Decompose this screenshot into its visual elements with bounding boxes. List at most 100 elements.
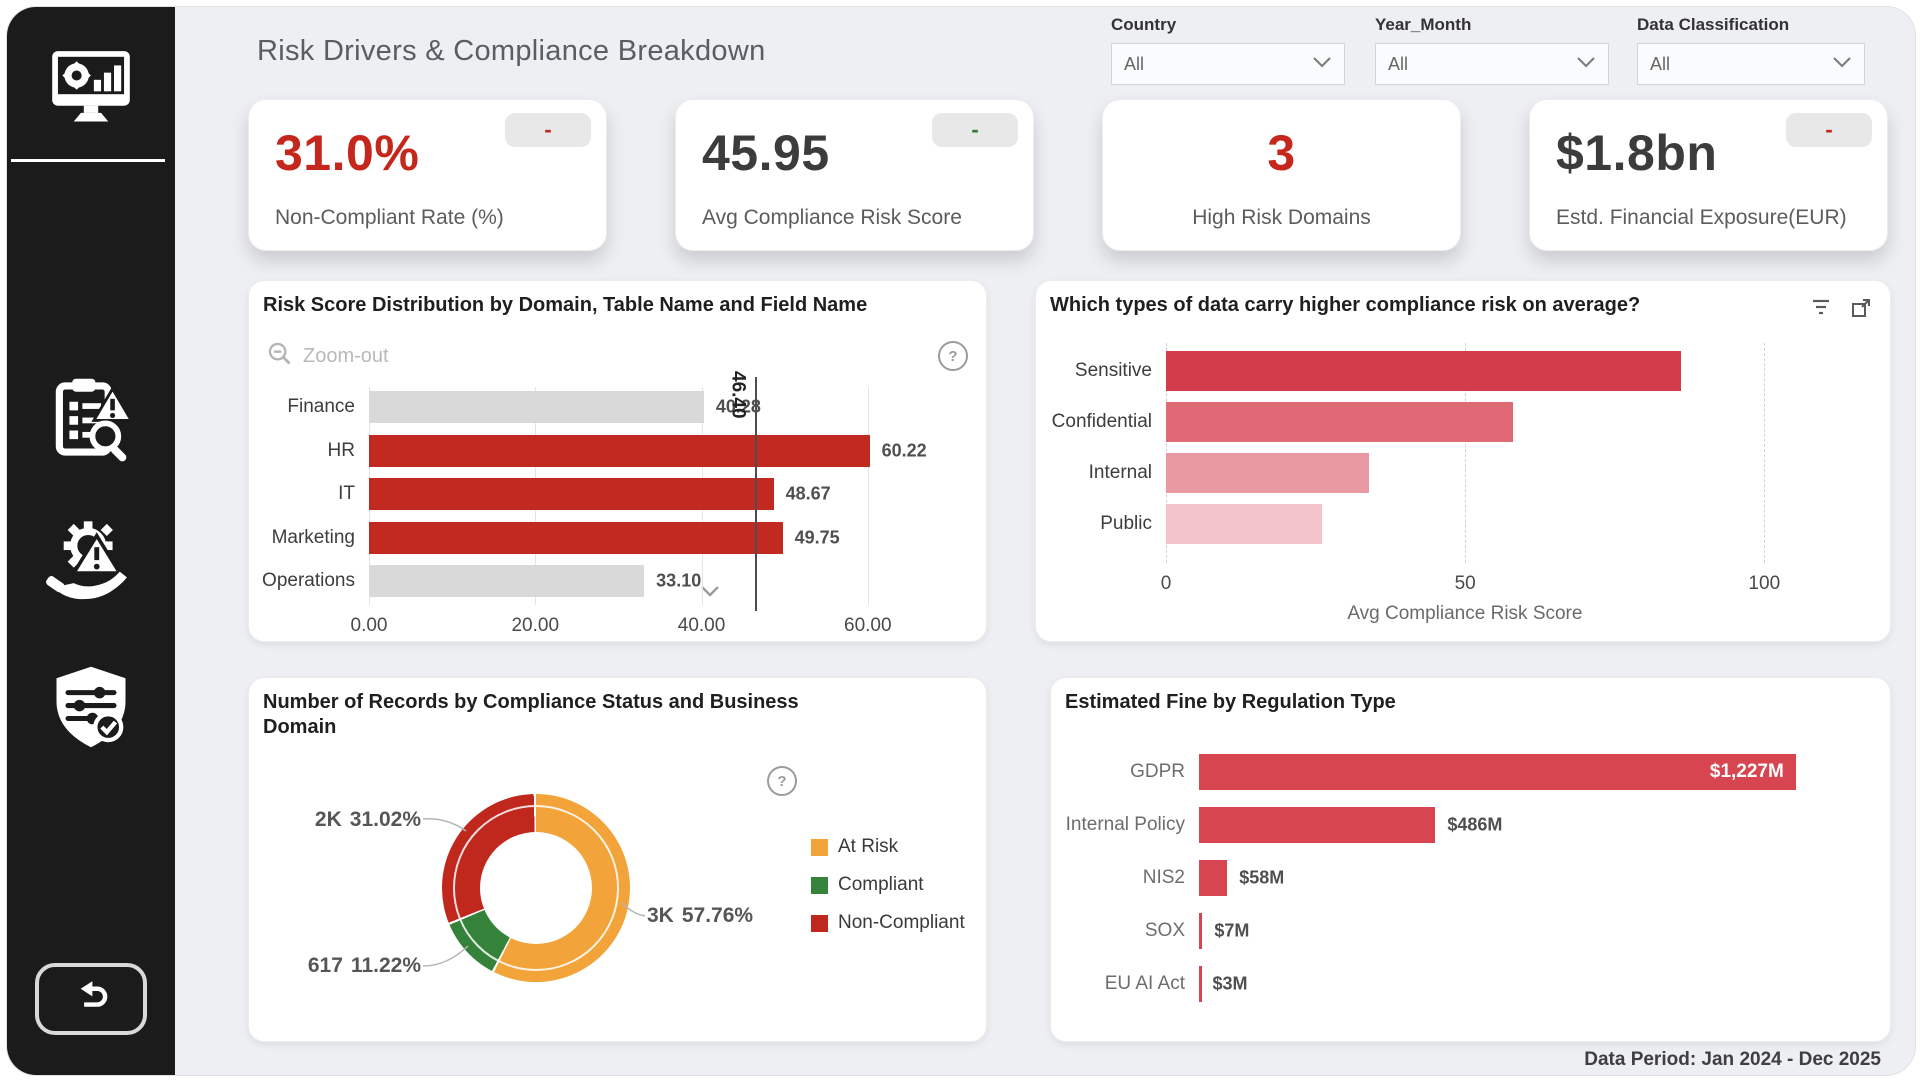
risk-distribution-bar-marketing[interactable]: [369, 521, 783, 554]
filter-year-month: Year_Month All: [1375, 15, 1609, 85]
risk-distribution-value-it: 48.67: [785, 483, 831, 504]
risk-distribution-bar-finance[interactable]: [369, 391, 704, 423]
risk-distribution-tick: 0.00: [350, 615, 388, 636]
kpi-label: Non-Compliant Rate (%): [275, 206, 504, 229]
filter-data-classification-dropdown[interactable]: All: [1637, 43, 1865, 85]
back-arrow-icon: [69, 975, 113, 1024]
classification-risk-bar-public[interactable]: [1166, 504, 1322, 544]
risk-distribution-category-operations: Operations: [262, 570, 355, 591]
fine-by-regulation-value-eu-ai-act: $3M: [1212, 973, 1248, 994]
legend-label: At Risk: [838, 836, 899, 857]
zoom-out-button[interactable]: Zoom-out: [267, 341, 389, 372]
legend-item-compliant[interactable]: Compliant: [811, 874, 965, 896]
fine-by-regulation-bar-eu-ai-act[interactable]: [1199, 966, 1202, 1002]
kpi-value: 3: [1267, 125, 1296, 181]
trend-dash-icon: -: [544, 117, 552, 142]
zoom-out-label: Zoom-out: [303, 345, 389, 367]
risk-distribution-tick: 20.00: [511, 615, 560, 636]
shield-controls-icon[interactable]: [45, 661, 137, 758]
kpi-value: $1.8bn: [1556, 125, 1718, 181]
risk-score-distribution-plot: 0.00 20.00 40.00 60.00 Finance 40.28 HR 60.22 IT…: [262, 371, 927, 636]
dashboard-canvas: Risk Drivers & Compliance Breakdown Coun…: [6, 6, 1916, 1076]
donut-label-non-compliant: 2K 31.02%: [314, 808, 421, 831]
risk-hand-icon[interactable]: [45, 517, 137, 614]
fine-by-regulation-value-sox: $7M: [1214, 920, 1250, 941]
risk-distribution-value-hr: 60.22: [881, 440, 927, 460]
back-button[interactable]: [35, 963, 147, 1035]
audit-clipboard-icon[interactable]: [45, 373, 137, 470]
donut-inner-ring: [453, 805, 619, 971]
fine-by-regulation-category-nis2: NIS2: [1142, 867, 1185, 888]
donut-label-at-risk: 3K 57.76%: [647, 904, 754, 927]
classification-risk-bar-internal[interactable]: [1166, 453, 1370, 493]
donut-chart[interactable]: [442, 794, 630, 982]
chevron-down-icon: [1576, 55, 1596, 73]
risk-distribution-reference-line: [754, 377, 757, 611]
filter-year-month-label: Year_Month: [1375, 15, 1472, 34]
help-icon[interactable]: ?: [767, 766, 797, 796]
panel-classification-risk: Which types of data carry higher complia…: [1035, 280, 1891, 642]
classification-risk-tick: 100: [1748, 573, 1781, 594]
data-period-caption: Data Period: Jan 2024 - Dec 2025: [1584, 1049, 1881, 1070]
kpi-label: High Risk Domains: [1192, 206, 1371, 229]
risk-distribution-category-marketing: Marketing: [271, 526, 355, 548]
legend-swatch: [811, 838, 828, 856]
risk-distribution-value-finance: 40.28: [715, 396, 761, 417]
fine-by-regulation-category-eu-ai-act: EU AI Act: [1104, 973, 1185, 994]
legend: At Risk Compliant Non-Compliant: [811, 836, 965, 934]
risk-distribution-tick: 60.00: [844, 615, 892, 636]
fine-by-regulation-category-gdpr: GDPR: [1130, 761, 1185, 782]
risk-distribution-category-hr: HR: [327, 439, 355, 461]
panel-records-by-status: Number of Records by Compliance Status a…: [248, 677, 987, 1042]
donut-label-compliant: 617 11.22%: [307, 954, 421, 977]
panel-fine-by-regulation: Estimated Fine by Regulation Type GDPR $1…: [1050, 677, 1891, 1042]
filter-country-value: All: [1124, 53, 1145, 74]
fine-by-regulation-value-internal-policy: $486M: [1447, 814, 1503, 835]
classification-risk-tick: 0: [1160, 573, 1172, 594]
filter-year-month-dropdown[interactable]: All: [1375, 43, 1609, 85]
panel-title: Estimated Fine by Regulation Type: [1065, 691, 1396, 713]
zoom-out-icon: [267, 341, 293, 372]
classification-risk-category-public: Public: [1100, 513, 1152, 534]
kpi-trend-badge: -: [1786, 113, 1872, 147]
risk-distribution-reference-line-label: 46.40: [727, 371, 749, 419]
risk-distribution-tick: 40.00: [677, 615, 726, 636]
kpi-financial-exposure: - $1.8bn Estd. Financial Exposure(EUR): [1529, 99, 1888, 251]
panel-title: Which types of data carry higher complia…: [1050, 294, 1641, 316]
legend-label: Non-Compliant: [838, 912, 965, 933]
help-icon[interactable]: ?: [938, 341, 968, 371]
risk-distribution-value-operations: 33.10: [656, 570, 702, 591]
sidebar-divider: [11, 159, 165, 162]
chevron-down-icon: [1312, 55, 1332, 73]
panel-title: Number of Records by Compliance Status a…: [263, 691, 799, 738]
fine-by-regulation-bar-sox[interactable]: [1199, 913, 1203, 949]
fine-by-regulation-bar-nis2[interactable]: [1199, 860, 1228, 896]
legend-item-non-compliant[interactable]: Non-Compliant: [811, 912, 965, 934]
legend-item-at-risk[interactable]: At Risk: [811, 836, 965, 858]
fine-by-regulation-bar-gdpr[interactable]: [1199, 754, 1796, 790]
fine-by-regulation-plot: GDPR $1,227M Internal Policy $486M NIS2 $58M S…: [1066, 748, 1844, 1023]
filter-icon[interactable]: [1810, 297, 1832, 324]
scroll-down-icon[interactable]: [699, 585, 721, 604]
kpi-high-risk-domains: 3 High Risk Domains: [1102, 99, 1461, 251]
donut-hole: [480, 832, 592, 944]
filter-data-classification-label: Data Classification: [1637, 15, 1790, 34]
filter-country-label: Country: [1111, 15, 1177, 34]
risk-distribution-bar-it[interactable]: [369, 478, 774, 510]
classification-risk-category-sensitive: Sensitive: [1074, 360, 1152, 381]
sidebar: [7, 7, 175, 1075]
classification-risk-category-confidential: Confidential: [1051, 411, 1152, 432]
filter-data-classification-value: All: [1650, 53, 1671, 74]
filter-data-classification: Data Classification All: [1637, 15, 1865, 85]
classification-risk-bar-sensitive[interactable]: [1166, 351, 1681, 391]
dashboard-monitor-icon[interactable]: [45, 41, 137, 138]
expand-icon[interactable]: [1850, 297, 1872, 324]
risk-distribution-bar-hr[interactable]: [369, 434, 870, 467]
classification-risk-bar-confidential[interactable]: [1166, 402, 1513, 442]
fine-by-regulation-bar-internal-policy[interactable]: [1199, 807, 1436, 843]
filter-country-dropdown[interactable]: All: [1111, 43, 1345, 85]
risk-distribution-bar-operations[interactable]: [369, 565, 645, 597]
kpi-label: Avg Compliance Risk Score: [702, 206, 962, 229]
fine-by-regulation-category-internal-policy: Internal Policy: [1065, 814, 1185, 835]
classification-risk-tick: 50: [1454, 573, 1476, 594]
